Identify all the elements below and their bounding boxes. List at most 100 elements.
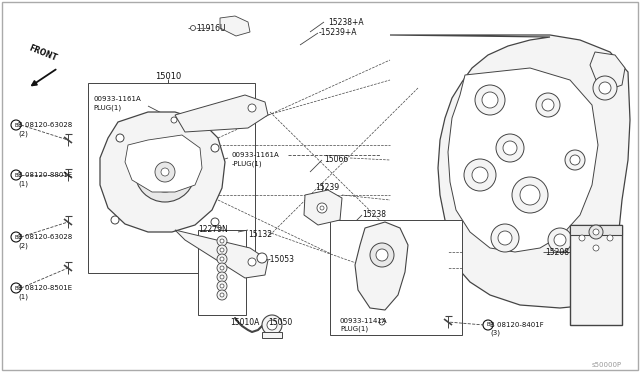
Polygon shape [175,230,268,278]
Circle shape [217,236,227,246]
Circle shape [257,253,267,263]
Circle shape [483,320,493,330]
Circle shape [217,290,227,300]
Bar [570,225,622,325]
Polygon shape [304,190,342,225]
Polygon shape [175,95,268,132]
Circle shape [498,231,512,245]
Circle shape [211,144,219,152]
Circle shape [248,258,256,266]
Circle shape [191,26,195,31]
Circle shape [217,272,227,282]
Text: 15050: 15050 [268,318,292,327]
Circle shape [379,319,385,325]
Polygon shape [448,68,598,252]
Circle shape [220,293,224,297]
Circle shape [135,142,195,202]
Circle shape [11,232,21,242]
Text: (2): (2) [18,242,28,248]
Bar [570,225,622,235]
Text: (1): (1) [18,293,28,299]
Circle shape [475,85,505,115]
Text: PLUG(1): PLUG(1) [93,104,121,110]
Circle shape [472,167,488,183]
Circle shape [520,185,540,205]
Polygon shape [100,112,225,232]
Text: 15239: 15239 [315,183,339,192]
Circle shape [220,239,224,243]
Text: (1): (1) [18,180,28,186]
Circle shape [542,99,554,111]
Text: B: B [486,323,490,327]
Bar [88,83,255,273]
Text: B 08120-8801E: B 08120-8801E [18,172,72,178]
Text: 00933-1161A: 00933-1161A [232,152,280,158]
Polygon shape [125,135,202,192]
Circle shape [161,168,169,176]
Circle shape [317,203,327,213]
Text: B: B [14,122,18,128]
Text: PLUG(1): PLUG(1) [340,326,368,333]
Text: (2): (2) [18,130,28,137]
Text: 12279N: 12279N [198,225,228,234]
Text: 11916U: 11916U [196,24,225,33]
Text: -15053: -15053 [268,255,295,264]
Text: B 08120-8401F: B 08120-8401F [490,322,544,328]
Circle shape [171,117,177,123]
Circle shape [589,225,603,239]
Circle shape [579,235,585,241]
Circle shape [116,134,124,142]
Text: B: B [14,234,18,240]
Circle shape [217,254,227,264]
Circle shape [607,235,613,241]
Text: 15010A: 15010A [230,318,259,327]
Circle shape [111,216,119,224]
Text: B 08120-8501E: B 08120-8501E [18,285,72,291]
Text: (3): (3) [490,330,500,337]
Text: -15239+A: -15239+A [319,28,358,37]
Circle shape [503,141,517,155]
Circle shape [536,93,560,117]
Text: FRONT: FRONT [28,44,58,63]
Polygon shape [220,16,250,36]
Text: s50000P: s50000P [592,362,622,368]
Circle shape [491,224,519,252]
Circle shape [482,92,498,108]
Bar [262,332,282,338]
Circle shape [11,120,21,130]
Circle shape [211,218,219,226]
Circle shape [220,257,224,261]
Text: 15010: 15010 [155,72,181,81]
Text: 15208: 15208 [545,248,569,257]
Circle shape [554,234,566,246]
Text: B 08120-63028: B 08120-63028 [18,234,72,240]
Text: B 08120-63028: B 08120-63028 [18,122,72,128]
Circle shape [599,82,611,94]
Circle shape [145,152,185,192]
Polygon shape [390,35,630,308]
Circle shape [593,245,599,251]
Circle shape [217,281,227,291]
Text: -PLUG(1): -PLUG(1) [232,160,262,167]
Circle shape [320,206,324,210]
Bar [198,230,246,315]
Polygon shape [590,52,625,90]
Circle shape [370,243,394,267]
Text: 15238+A: 15238+A [328,18,364,27]
Text: 15238: 15238 [362,210,386,219]
Circle shape [11,170,21,180]
Circle shape [217,263,227,273]
Circle shape [376,249,388,261]
Text: B: B [14,285,18,291]
Text: 15066: 15066 [324,155,348,164]
Circle shape [512,177,548,213]
Circle shape [155,162,175,182]
Circle shape [220,266,224,270]
Circle shape [593,76,617,100]
Text: 15132: 15132 [248,230,272,239]
Circle shape [220,284,224,288]
Circle shape [570,155,580,165]
Circle shape [248,104,256,112]
Circle shape [267,320,277,330]
Circle shape [220,248,224,252]
